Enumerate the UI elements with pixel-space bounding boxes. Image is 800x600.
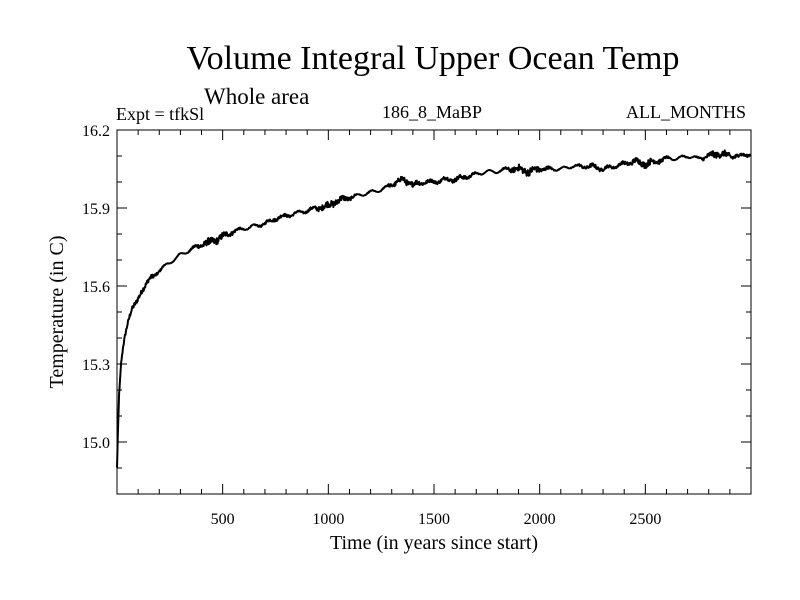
chart-title: Volume Integral Upper Ocean Temp <box>186 40 680 77</box>
x-tick-label: 1500 <box>418 511 450 528</box>
months-label: ALL_MONTHS <box>626 102 746 122</box>
x-tick-label: 500 <box>211 511 235 528</box>
y-tick-label: 15.0 <box>82 435 110 452</box>
x-axis-label: Time (in years since start) <box>330 532 538 554</box>
x-tick-label: 1000 <box>312 511 344 528</box>
plot-frame <box>116 129 752 495</box>
y-tick-label: 16.2 <box>82 123 110 140</box>
x-tick-label: 2500 <box>629 511 661 528</box>
chart-subtitle: Whole area <box>204 84 310 109</box>
y-tick-label: 15.9 <box>82 201 110 218</box>
x-tick-label: 2000 <box>524 511 556 528</box>
y-tick-label: 15.6 <box>82 279 110 296</box>
experiment-label: Expt = tfkSl <box>116 104 205 124</box>
y-axis-label: Temperature (in C) <box>46 236 68 389</box>
temperature-series-line <box>116 149 752 468</box>
run-label: 186_8_MaBP <box>382 102 483 122</box>
y-tick-label: 15.3 <box>82 357 110 374</box>
axis-ticks: 500 1000 1500 2000 2500 15.0 15.3 15.6 15.9 16.2 <box>82 123 751 528</box>
